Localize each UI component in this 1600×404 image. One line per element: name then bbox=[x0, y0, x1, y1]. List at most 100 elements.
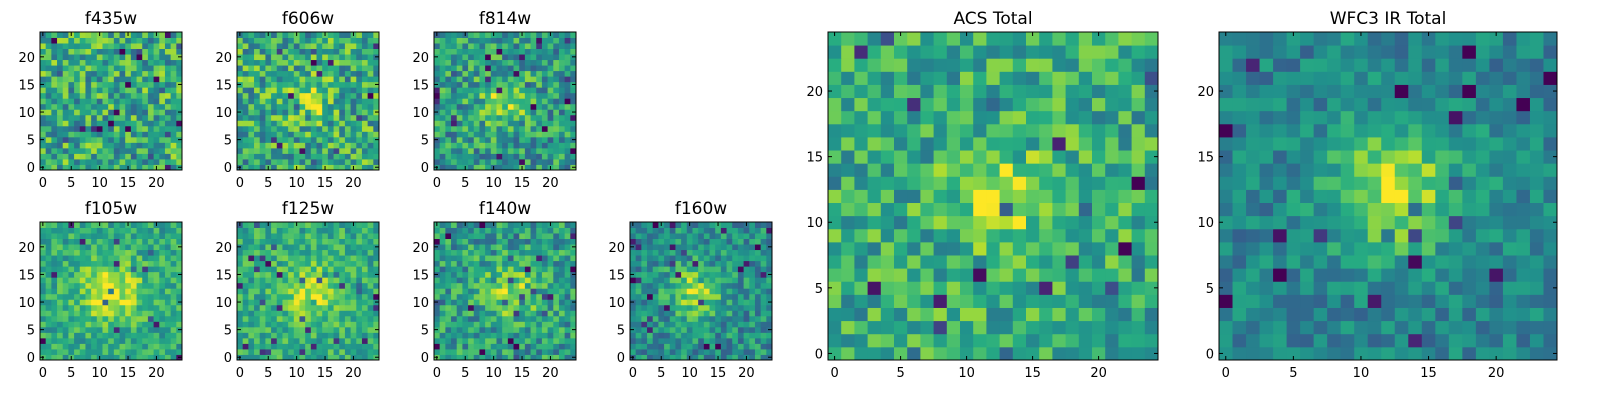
heatmap-cell bbox=[159, 277, 165, 283]
heatmap-cell bbox=[542, 87, 548, 93]
heatmap-cell bbox=[248, 222, 254, 228]
heatmap-cell bbox=[108, 43, 114, 49]
heatmap-cell bbox=[692, 233, 698, 239]
heatmap-cell bbox=[254, 38, 260, 44]
heatmap-cell bbox=[479, 93, 485, 99]
y-tick-label: 20 bbox=[412, 51, 429, 66]
heatmap-cell bbox=[63, 272, 69, 278]
heatmap-cell bbox=[137, 109, 143, 115]
heatmap-cell bbox=[474, 76, 480, 82]
heatmap-cell bbox=[457, 349, 463, 355]
heatmap-cell bbox=[440, 250, 446, 256]
heatmap-cell bbox=[362, 142, 368, 148]
heatmap-cell bbox=[305, 131, 311, 137]
heatmap-cell bbox=[265, 228, 271, 234]
heatmap-cell bbox=[542, 321, 548, 327]
heatmap-cell bbox=[68, 261, 74, 267]
heatmap-cell bbox=[1013, 176, 1027, 190]
heatmap-cell bbox=[536, 316, 542, 322]
heatmap-cell bbox=[131, 49, 137, 55]
heatmap-cell bbox=[536, 255, 542, 261]
heatmap-cell bbox=[63, 228, 69, 234]
heatmap-cell bbox=[137, 49, 143, 55]
heatmap-cell bbox=[920, 281, 934, 295]
heatmap-cell bbox=[142, 288, 148, 294]
heatmap-cell bbox=[664, 316, 670, 322]
heatmap-cell bbox=[502, 343, 508, 349]
heatmap-cell bbox=[687, 343, 693, 349]
heatmap-cell bbox=[137, 349, 143, 355]
heatmap-cell bbox=[907, 321, 921, 335]
heatmap-cell bbox=[658, 332, 664, 338]
heatmap-cell bbox=[165, 272, 171, 278]
heatmap-cell bbox=[97, 288, 103, 294]
heatmap-cell bbox=[491, 288, 497, 294]
heatmap-cell bbox=[559, 250, 565, 256]
heatmap-cell bbox=[548, 76, 554, 82]
heatmap-cell bbox=[479, 104, 485, 110]
heatmap-cell bbox=[362, 159, 368, 165]
heatmap-cell bbox=[536, 120, 542, 126]
heatmap-cell bbox=[154, 288, 160, 294]
heatmap-cell bbox=[317, 310, 323, 316]
y-tick-label: 10 bbox=[215, 106, 232, 121]
heatmap-cell bbox=[457, 87, 463, 93]
heatmap-cell bbox=[710, 266, 716, 272]
heatmap-cell bbox=[57, 60, 63, 66]
heatmap-cell bbox=[496, 38, 502, 44]
heatmap-cell bbox=[148, 255, 154, 261]
heatmap-cell bbox=[457, 338, 463, 344]
heatmap-cell bbox=[947, 347, 961, 361]
heatmap-cell bbox=[351, 115, 357, 121]
x-tick-label: 0 bbox=[236, 176, 244, 191]
heatmap-cell bbox=[960, 321, 974, 335]
heatmap-cell bbox=[496, 71, 502, 77]
heatmap-cell bbox=[681, 316, 687, 322]
heatmap-cell bbox=[710, 327, 716, 333]
heatmap-cell bbox=[658, 310, 664, 316]
heatmap-cell bbox=[536, 153, 542, 159]
heatmap-cell bbox=[755, 343, 761, 349]
heatmap-cell bbox=[658, 316, 664, 322]
heatmap-cell bbox=[51, 65, 57, 71]
heatmap-cell bbox=[356, 148, 362, 154]
heatmap-cell bbox=[265, 109, 271, 115]
heatmap-cell bbox=[277, 316, 283, 322]
x-tick-label: 20 bbox=[148, 176, 165, 191]
heatmap-cell bbox=[519, 43, 525, 49]
heatmap-cell bbox=[159, 327, 165, 333]
heatmap-cell bbox=[80, 87, 86, 93]
heatmap-cell bbox=[91, 299, 97, 305]
heatmap-cell bbox=[345, 98, 351, 104]
heatmap-cell bbox=[74, 310, 80, 316]
heatmap-cell bbox=[474, 233, 480, 239]
y-tick-label: 20 bbox=[18, 241, 35, 256]
heatmap-cell bbox=[641, 239, 647, 245]
heatmap-cell bbox=[97, 159, 103, 165]
heatmap-cell bbox=[294, 49, 300, 55]
heatmap-cell bbox=[474, 321, 480, 327]
heatmap-cell bbox=[508, 261, 514, 267]
heatmap-cell bbox=[692, 305, 698, 311]
heatmap-cell bbox=[148, 76, 154, 82]
heatmap-cell bbox=[474, 266, 480, 272]
heatmap-cell bbox=[282, 294, 288, 300]
heatmap-cell bbox=[125, 321, 131, 327]
heatmap-cell bbox=[120, 104, 126, 110]
heatmap-cell bbox=[131, 126, 137, 132]
heatmap-cell bbox=[148, 228, 154, 234]
heatmap-cell bbox=[125, 131, 131, 137]
heatmap-cell bbox=[658, 244, 664, 250]
heatmap-cell bbox=[670, 272, 676, 278]
heatmap-cell bbox=[299, 244, 305, 250]
heatmap-cell bbox=[74, 65, 80, 71]
heatmap-cell bbox=[46, 71, 52, 77]
heatmap-cell bbox=[40, 49, 46, 55]
heatmap-cell bbox=[85, 93, 91, 99]
heatmap-cell bbox=[97, 38, 103, 44]
heatmap-cell bbox=[519, 250, 525, 256]
heatmap-cell bbox=[265, 283, 271, 289]
heatmap-cell bbox=[362, 261, 368, 267]
heatmap-cell bbox=[154, 76, 160, 82]
heatmap-cell bbox=[445, 60, 451, 66]
